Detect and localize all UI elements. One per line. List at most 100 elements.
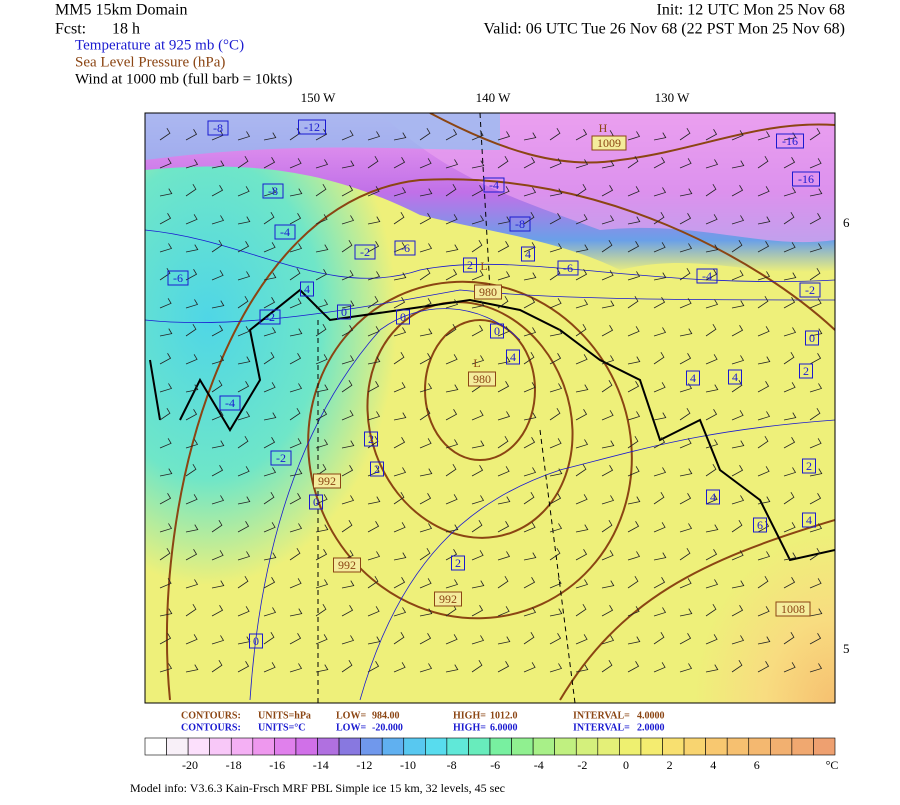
wind-barb (809, 268, 821, 281)
wind-barb (393, 662, 406, 673)
wind-barb (211, 215, 225, 225)
wind-barb (159, 633, 172, 645)
wind-barb (445, 634, 458, 645)
wind-barb (471, 660, 483, 673)
wind-barb (783, 327, 797, 337)
wind-barb (471, 160, 485, 169)
wind-barb (185, 324, 197, 337)
wind-barb (601, 550, 614, 561)
wind-barb (211, 325, 224, 337)
wind-barb (237, 356, 251, 365)
wind-barb (653, 552, 667, 561)
colorbar-label: 2 (667, 758, 673, 772)
wind-barb (549, 548, 561, 561)
wind-barb (601, 635, 615, 645)
wind-barb (653, 412, 667, 421)
colorbar-swatch (726, 737, 750, 756)
wind-barb (289, 578, 302, 589)
wind-barb (679, 493, 692, 505)
wind-barb (653, 157, 666, 169)
wind-barb (237, 576, 249, 589)
wind-barb (757, 411, 771, 421)
wind-barb (627, 496, 641, 505)
colorbar-swatch (317, 737, 340, 756)
wind-barb (211, 550, 224, 561)
wind-barb (289, 523, 303, 533)
wind-barb (471, 440, 485, 449)
wind-barb (653, 492, 665, 505)
wind-barb (471, 550, 484, 561)
wind-barb (731, 240, 743, 253)
wind-barb (549, 408, 561, 421)
wind-barb (445, 354, 458, 365)
temperature-label: 2 (374, 462, 380, 476)
temperature-label-box (490, 323, 504, 339)
wind-barb (367, 271, 381, 281)
wind-barb (263, 607, 277, 617)
wind-barb (783, 352, 795, 365)
wind-barb (419, 188, 433, 197)
wind-barb (341, 635, 355, 645)
wind-barb (757, 271, 771, 281)
wind-barb (341, 465, 354, 477)
temperature-label: 4 (304, 282, 310, 296)
wind-barb (809, 633, 822, 645)
wind-barb (627, 131, 641, 141)
wind-barb (809, 438, 822, 449)
wind-barb (575, 464, 587, 477)
wind-barb (757, 216, 771, 225)
wind-barb (211, 185, 224, 197)
wind-barb (653, 272, 667, 281)
wind-barb (731, 440, 745, 449)
wind-barb (263, 577, 276, 589)
wind-barb (731, 380, 743, 393)
contour-info-pressure: 4.0000 (637, 710, 665, 721)
wind-barb (809, 663, 823, 673)
wind-barb (653, 522, 666, 533)
temperature-label: 4 (710, 490, 716, 504)
pressure-label: 992 (338, 558, 356, 572)
field-wind: Wind at 1000 mb (full barb = 10kts) (75, 71, 292, 87)
wind-barb (211, 495, 225, 505)
wind-barb (627, 411, 641, 421)
colorbar-swatch (230, 737, 254, 756)
colorbar-label: -4 (534, 758, 544, 772)
wind-barb (211, 240, 223, 253)
wind-barb (523, 522, 536, 533)
temperature-label-box (753, 517, 767, 533)
colorbar-swatch (597, 737, 620, 756)
contour-info-temperature: LOW= (336, 722, 366, 733)
temperature-label: -2 (360, 245, 370, 259)
wind-barb (159, 523, 173, 533)
wind-barb (549, 158, 562, 169)
colorbar-swatch (575, 737, 599, 756)
contour-info-pressure: 984.00 (372, 710, 400, 721)
temperature-label: -8 (213, 121, 223, 135)
wind-barb (289, 633, 302, 645)
wind-barb (627, 576, 639, 589)
wind-barb (575, 494, 588, 505)
footer: Model info: V3.6.3 Kain-Frsch MRF PBL Si… (130, 781, 505, 795)
temperature-label-box (521, 246, 535, 262)
colorbar-swatch (532, 737, 555, 756)
temperature-label-box (219, 395, 241, 411)
wind-barb (315, 634, 328, 645)
wind-barb (315, 579, 329, 589)
wind-barb (705, 129, 718, 141)
wind-barb (627, 326, 640, 337)
wind-barb (653, 437, 666, 449)
wind-barb (653, 467, 667, 477)
temperature-label-box (728, 369, 742, 385)
wind-barb (367, 326, 380, 337)
wind-barb (419, 633, 432, 645)
pressure-label: 1009 (597, 136, 621, 150)
fcst-value: 18 h (112, 21, 140, 38)
wind-barb (315, 549, 328, 561)
wind-barb (653, 297, 666, 309)
wind-barb (705, 354, 718, 365)
wind-barb (705, 494, 718, 505)
wind-barb (497, 186, 510, 197)
wind-barb (523, 352, 535, 365)
wind-barb (185, 159, 199, 169)
wind-barb (523, 187, 537, 197)
